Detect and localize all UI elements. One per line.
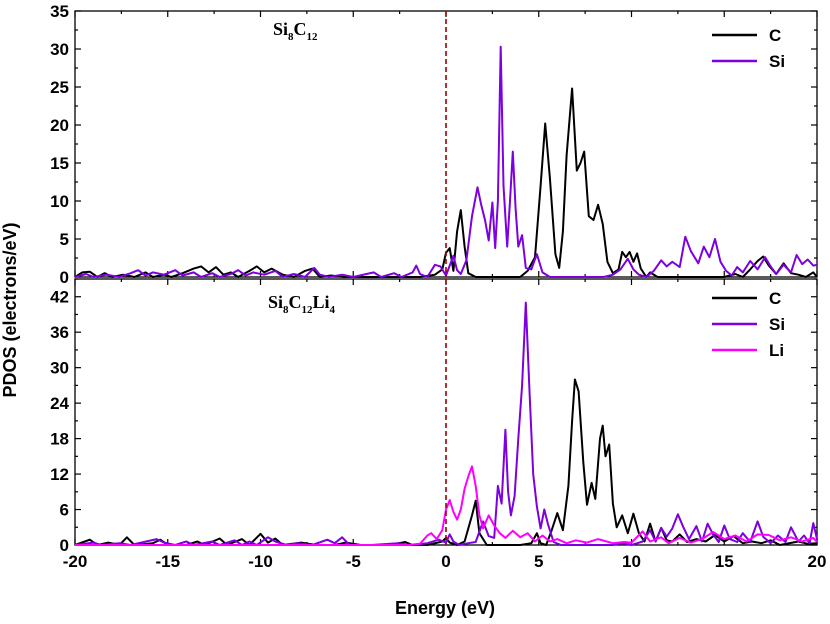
y-tick-label: 25 — [50, 78, 69, 97]
y-tick-label: 20 — [50, 116, 69, 135]
y-tick-label: 10 — [50, 192, 69, 211]
bottom-panel: -20 -15 -10 -5 0 5 10 15 20 0 6 12 18 24 30 36 42 C Si Li Si… — [50, 278, 827, 571]
x-axis-label: Energy (eV) — [395, 598, 495, 618]
y-tick-label: 12 — [50, 465, 69, 484]
x-tick-label: -20 — [63, 552, 88, 571]
y-tick-label: 42 — [50, 288, 69, 307]
x-tick-label: 10 — [622, 552, 641, 571]
x-tick-label: 5 — [534, 552, 543, 571]
y-tick-label: 18 — [50, 430, 69, 449]
legend-label-si: Si — [769, 52, 785, 71]
y-axis-label: PDOS (electrons/eV) — [0, 222, 20, 397]
x-tick-label: 20 — [808, 552, 827, 571]
top-panel: 0 5 10 15 20 25 30 35 C Si Si8C12 — [50, 2, 818, 287]
y-tick-label: 24 — [50, 394, 69, 413]
legend-label-li: Li — [769, 341, 784, 360]
x-tick-label: 15 — [715, 552, 734, 571]
y-tick-label: 5 — [60, 230, 69, 249]
legend-label-c: C — [769, 26, 781, 45]
series-line-c — [74, 87, 818, 278]
y-tick-label: 35 — [50, 2, 69, 21]
panel-title: Si8C12Li4 — [268, 292, 336, 316]
y-tick-label: 15 — [50, 154, 69, 173]
y-tick-label: 36 — [50, 323, 69, 342]
legend-label-si: Si — [769, 315, 785, 334]
series-line-c — [74, 378, 818, 546]
y-tick-label: 0 — [60, 536, 69, 555]
x-tick-label: -15 — [155, 552, 180, 571]
y-tick-label: 30 — [50, 40, 69, 59]
x-tick-label: -10 — [248, 552, 273, 571]
x-tick-label: -5 — [346, 552, 361, 571]
series-line-si — [74, 45, 818, 278]
y-tick-label: 0 — [60, 268, 69, 287]
legend-label-c: C — [769, 289, 781, 308]
y-tick-label: 30 — [50, 359, 69, 378]
x-tick-label: 0 — [441, 552, 450, 571]
panel-title: Si8C12 — [273, 19, 318, 43]
y-tick-label: 6 — [60, 501, 69, 520]
